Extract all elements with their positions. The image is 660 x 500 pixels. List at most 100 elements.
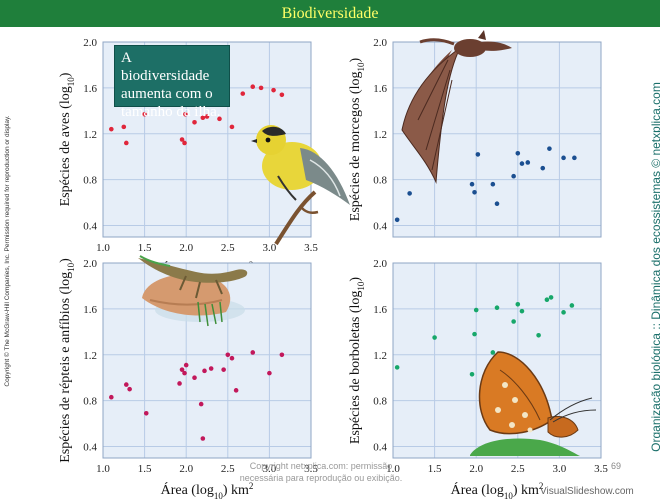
- x-tick-label: 2.5: [221, 463, 235, 475]
- data-point: [143, 410, 149, 416]
- data-point: [271, 87, 276, 93]
- y-tick-label: 0.4: [83, 442, 97, 454]
- y-tick-label: 0.4: [83, 221, 97, 233]
- y-tick-label: 0.4: [373, 221, 387, 233]
- data-point: [519, 308, 525, 314]
- data-point: [229, 355, 235, 361]
- data-point: [432, 335, 437, 340]
- data-point: [240, 91, 246, 96]
- data-point: [561, 310, 566, 315]
- data-point: [394, 365, 400, 370]
- data-point: [182, 370, 187, 376]
- data-point: [279, 352, 285, 358]
- data-point: [200, 436, 206, 441]
- x-axis-label: Área (log10) km2: [451, 481, 544, 500]
- y-tick-label: 1.6: [373, 304, 387, 316]
- data-point: [540, 165, 546, 171]
- y-tick-label: 0.8: [373, 175, 387, 187]
- data-point: [233, 388, 239, 393]
- y-tick-label: 0.8: [83, 175, 97, 187]
- bird-illustration: [251, 125, 350, 246]
- data-point: [544, 297, 550, 303]
- y-tick-label: 1.2: [373, 129, 387, 141]
- data-point: [490, 350, 496, 355]
- x-tick-label: 1.0: [96, 242, 110, 254]
- data-point: [200, 115, 206, 121]
- x-tick-label: 2.0: [179, 242, 193, 254]
- data-point: [179, 367, 185, 372]
- data-point: [547, 146, 552, 151]
- x-tick-label: 1.5: [138, 463, 152, 475]
- y-tick-label: 1.6: [373, 83, 387, 95]
- slide-number: 69: [611, 461, 622, 471]
- y-tick-label: 2.0: [83, 37, 97, 49]
- data-point: [469, 371, 475, 377]
- data-point: [198, 401, 204, 407]
- data-point: [519, 161, 525, 166]
- plot-frame: [392, 41, 602, 238]
- data-point: [394, 217, 400, 223]
- data-point: [561, 155, 566, 161]
- x-tick-label: 1.0: [386, 463, 400, 475]
- x-tick-label: 3.5: [304, 463, 318, 475]
- data-point: [536, 332, 541, 338]
- y-tick-label: 1.6: [83, 304, 97, 316]
- side-credit: Organização biológica :: Dinâmica dos ec…: [649, 82, 660, 452]
- data-point: [473, 307, 479, 313]
- data-point: [204, 114, 210, 119]
- data-point: [548, 295, 554, 300]
- data-point: [208, 366, 214, 371]
- y-tick-label: 1.6: [83, 83, 97, 95]
- plot-frame: [392, 262, 602, 459]
- x-tick-label: 2.0: [179, 463, 193, 475]
- x-tick-label: 1.5: [138, 242, 152, 254]
- data-point: [109, 126, 114, 132]
- data-point: [472, 331, 477, 337]
- butterfly-illustration: [470, 351, 597, 456]
- data-point: [229, 124, 235, 130]
- x-axis-label: Área (log10) km2: [161, 481, 254, 500]
- data-point: [494, 305, 500, 311]
- data-point: [183, 362, 189, 368]
- data-point: [221, 367, 226, 372]
- lizard-illustration: [138, 255, 248, 327]
- data-point: [123, 382, 129, 387]
- data-point: [279, 92, 285, 98]
- watermark-corner: VisualSlideshow.com: [540, 486, 634, 497]
- data-point: [179, 137, 185, 142]
- data-point: [217, 116, 222, 122]
- x-tick-label: 2.0: [469, 463, 483, 475]
- data-point: [250, 350, 256, 355]
- data-point: [569, 303, 575, 308]
- bat-illustration: [401, 30, 512, 184]
- data-point: [407, 191, 412, 196]
- y-axis-label: Espécies de morcegos (log10): [348, 57, 366, 221]
- data-point: [250, 84, 256, 90]
- y-axis-label: Espécies de aves (log10): [58, 72, 76, 206]
- y-axis-label: Espécies de répteis e anfíbios (log10): [58, 258, 76, 463]
- data-point: [267, 370, 272, 376]
- data-point: [515, 301, 521, 307]
- data-point: [192, 119, 197, 125]
- x-tick-label: 3.0: [263, 463, 277, 475]
- y-axis-label: Espécies de borboletas (log10): [348, 277, 366, 445]
- y-tick-label: 2.0: [83, 258, 97, 270]
- data-point: [494, 201, 500, 207]
- data-point: [469, 181, 475, 187]
- illustrations: [138, 30, 597, 456]
- data-point: [177, 381, 182, 386]
- data-point: [225, 352, 231, 358]
- data-point: [475, 152, 481, 157]
- data-point: [183, 111, 188, 117]
- y-tick-label: 2.0: [373, 37, 387, 49]
- data-point: [572, 155, 577, 161]
- data-point: [109, 394, 114, 400]
- y-tick-label: 1.2: [83, 350, 97, 362]
- data-point: [472, 189, 477, 195]
- data-point: [192, 375, 197, 381]
- y-tick-label: 0.8: [373, 396, 387, 408]
- data-point: [515, 150, 521, 156]
- x-tick-label: 3.5: [594, 463, 608, 475]
- y-tick-label: 0.8: [83, 396, 97, 408]
